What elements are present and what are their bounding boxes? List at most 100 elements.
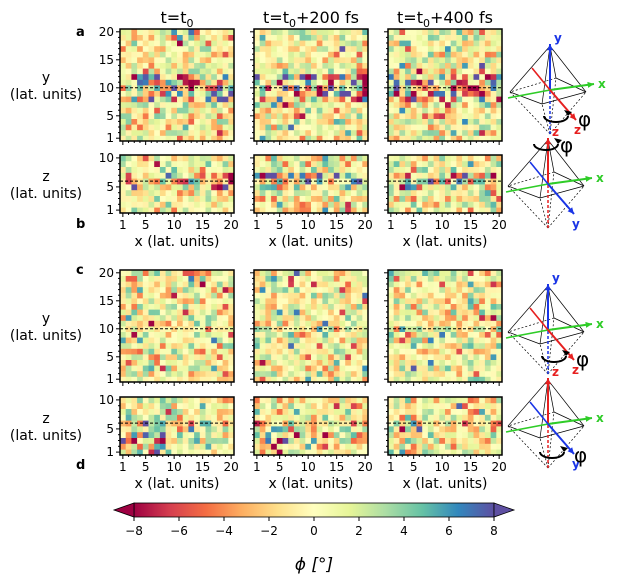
heatmap-cell <box>194 129 201 136</box>
heatmap-cell <box>322 414 329 421</box>
heatmap-cell <box>211 207 218 214</box>
heatmap-cell <box>356 281 363 288</box>
heatmap-cell <box>177 270 184 276</box>
heatmap-cell <box>182 314 189 321</box>
heatmap-cell <box>305 270 312 276</box>
heatmap-cell <box>484 309 491 316</box>
heatmap-cell <box>182 443 189 450</box>
heatmap-cell <box>345 45 352 52</box>
heatmap-cell <box>254 85 261 91</box>
heatmap-cell <box>479 45 486 52</box>
heatmap-cell <box>159 57 166 63</box>
heatmap-cell <box>142 45 149 52</box>
heatmap-cell <box>467 107 474 114</box>
heatmap-cell <box>165 29 172 35</box>
heatmap-cell <box>350 189 357 196</box>
heatmap-cell <box>339 79 346 86</box>
heatmap-cell <box>362 402 369 409</box>
heatmap-cell <box>311 45 318 52</box>
heatmap-cell <box>479 443 486 450</box>
heatmap-cell <box>159 408 166 415</box>
heatmap-cell <box>154 57 161 63</box>
heatmap-cell <box>462 155 469 162</box>
heatmap-cell <box>311 348 318 355</box>
heatmap-cell <box>388 270 395 276</box>
heatmap-cell <box>305 129 312 136</box>
heatmap-cell <box>484 426 491 433</box>
heatmap-cell <box>299 172 306 179</box>
heatmap-cell <box>450 107 457 114</box>
heatmap-cell <box>405 195 412 202</box>
heatmap-cell <box>490 51 497 58</box>
heatmap-cell <box>125 124 132 131</box>
heatmap-cell <box>199 79 206 86</box>
heatmap-cell <box>316 101 323 108</box>
heatmap-cell <box>259 292 266 299</box>
heatmap-cell <box>362 370 369 377</box>
heatmap-cell <box>445 62 452 69</box>
heatmap-cell <box>410 124 417 131</box>
heatmap-cell <box>427 354 434 360</box>
heatmap-cell <box>328 397 335 404</box>
heatmap-cell <box>288 189 295 196</box>
heatmap-cell <box>388 292 395 299</box>
heatmap-cell <box>276 155 283 162</box>
heatmap-cell <box>125 189 132 196</box>
heatmap-cell <box>399 326 406 332</box>
heatmap-cell <box>467 397 474 404</box>
rotation-arrow <box>539 451 565 459</box>
heatmap-cell <box>484 397 491 404</box>
heatmap-cell <box>433 354 440 360</box>
heatmap-cell <box>137 292 144 299</box>
heatmap-cell <box>350 160 357 167</box>
heatmap-cell <box>288 124 295 131</box>
heatmap-cell <box>490 107 497 114</box>
heatmap-cell <box>462 431 469 438</box>
heatmap-cell <box>222 90 229 97</box>
heatmap-cell <box>228 118 235 125</box>
heatmap-cell <box>254 113 261 119</box>
heatmap-cell <box>450 160 457 167</box>
heatmap-cell <box>311 207 318 214</box>
heatmap-cell <box>205 420 212 427</box>
heatmap-cell <box>305 370 312 377</box>
heatmap-cell <box>473 337 480 344</box>
heatmap-cell <box>496 376 503 383</box>
heatmap-cell <box>467 73 474 80</box>
octahedron-edge <box>541 91 587 105</box>
heatmap-cell <box>456 57 463 63</box>
heatmap-cell <box>439 107 446 114</box>
heatmap-cell <box>194 286 201 293</box>
heatmap-cell <box>154 40 161 47</box>
heatmap-cell <box>473 51 480 58</box>
heatmap-cell <box>120 275 127 282</box>
heatmap-cell <box>199 160 206 167</box>
heatmap-cell <box>182 286 189 293</box>
heatmap-cell <box>410 314 417 321</box>
heatmap-cell <box>299 96 306 103</box>
heatmap-cell <box>194 292 201 299</box>
heatmap-cell <box>311 184 318 191</box>
heatmap-cell <box>159 292 166 299</box>
heatmap-cell <box>211 314 218 321</box>
heatmap-cell <box>316 359 323 366</box>
heatmap-cell <box>473 113 480 119</box>
heatmap-cell <box>137 29 144 35</box>
heatmap-cell <box>199 184 206 191</box>
heatmap-cell <box>362 376 369 383</box>
heatmap-cell <box>199 29 206 35</box>
heatmap-cell <box>356 62 363 69</box>
heatmap-cell <box>479 57 486 63</box>
heatmap-cell <box>288 68 295 75</box>
heatmap-cell <box>462 298 469 304</box>
heatmap-cell <box>159 314 166 321</box>
heatmap-cell <box>211 79 218 86</box>
heatmap-cell <box>205 292 212 299</box>
heatmap-cell <box>299 166 306 173</box>
heatmap-cell <box>282 129 289 136</box>
heatmap-cell <box>171 178 178 185</box>
heatmap-cell <box>450 309 457 316</box>
heatmap-cell <box>199 342 206 349</box>
heatmap-cell <box>265 96 272 103</box>
heatmap-cell <box>333 365 340 372</box>
